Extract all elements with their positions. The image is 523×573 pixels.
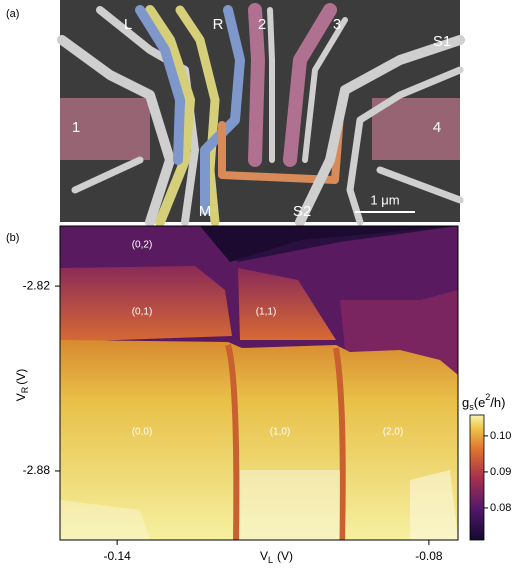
gate-label: S1 (433, 33, 451, 50)
gate-label: L (124, 16, 132, 33)
gate-label: M (199, 203, 212, 220)
colorbar-tick-label: 0.09 (490, 466, 511, 478)
y-tick-label: -2.88 (23, 463, 51, 477)
x-tick-label: -0.08 (415, 549, 443, 563)
colorbar-tick-label: 0.10 (490, 430, 511, 442)
colorbar-tick-label: 0.08 (490, 502, 511, 514)
scale-bar-label: 1 μm (370, 192, 399, 207)
sem-image (57, 0, 465, 227)
charge-state-label: (1,0) (270, 427, 291, 438)
gate-label: S2 (293, 203, 311, 220)
colorbar (469, 414, 485, 541)
x-axis-label: VL (V) (260, 549, 293, 565)
panel-label: (a) (6, 8, 19, 20)
colorbar-label: gs(e2/h) (462, 392, 505, 412)
gate-label: R (213, 16, 224, 33)
charge-state-label: (0,2) (132, 240, 153, 251)
gate-label: 1 (72, 119, 80, 136)
y-axis-label: VR(V) (14, 369, 30, 402)
x-tick-label: -0.14 (103, 549, 131, 563)
charge-state-label: (0,1) (132, 307, 153, 318)
charge-state-label: (0,0) (132, 427, 153, 438)
charge-state-label: (2,0) (383, 427, 404, 438)
y-tick-label: -2.82 (23, 278, 51, 292)
charge-state-label: (1,1) (256, 307, 277, 318)
heatmap (60, 226, 458, 540)
gate-label: 2 (258, 16, 266, 33)
gate-label: 3 (333, 16, 341, 33)
gate-label: 4 (433, 119, 441, 136)
panel-label: (b) (6, 232, 19, 244)
